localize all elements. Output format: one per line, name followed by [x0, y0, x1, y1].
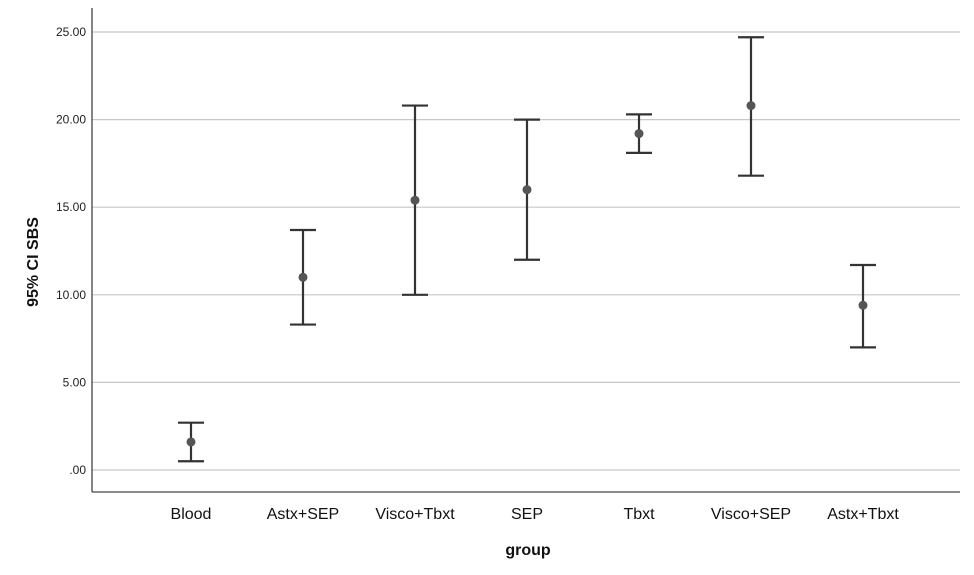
mean-point-3	[522, 185, 532, 195]
error-bar-3	[514, 118, 540, 261]
y-tick-label-3: 15.00	[56, 200, 86, 214]
x-category-labels: Blood Astx+SEP Visco+Tbxt SEP Tbxt Visco+SEP A…	[171, 506, 900, 523]
x-category-label-2: Visco+Tbxt	[375, 506, 455, 523]
x-category-label-3: SEP	[511, 506, 543, 523]
x-category-label-1: Astx+SEP	[267, 506, 339, 523]
x-category-label-5: Visco+SEP	[711, 506, 791, 523]
x-category-label-4: Tbxt	[623, 506, 655, 523]
y-tick-label-5: 25.00	[56, 25, 86, 39]
error-bars	[178, 36, 876, 463]
error-bar-0	[178, 421, 204, 463]
x-category-label-6: Astx+Tbxt	[827, 506, 899, 523]
y-tick-label-0: .00	[69, 463, 86, 477]
y-tick-label-2: 10.00	[56, 288, 86, 302]
x-axis-title: group	[505, 542, 551, 559]
error-bar-4	[626, 113, 652, 154]
mean-point-4	[634, 129, 644, 139]
error-bar-2	[402, 104, 428, 296]
error-bar-5	[738, 36, 764, 177]
mean-point-6	[858, 300, 868, 310]
axes	[91, 8, 960, 493]
x-category-label-0: Blood	[171, 506, 212, 523]
mean-point-1	[298, 272, 308, 282]
y-tick-label-1: 5.00	[63, 375, 87, 389]
mean-point-5	[746, 101, 756, 111]
mean-point-2	[410, 195, 420, 205]
y-tick-labels: .00 5.00 10.00 15.00 20.00 25.00	[56, 25, 86, 477]
error-bar-1	[290, 228, 316, 326]
y-axis-title: 95% CI SBS	[25, 217, 42, 307]
y-tick-label-4: 20.00	[56, 113, 86, 127]
error-bar-6	[850, 263, 876, 349]
mean-point-0	[186, 437, 196, 447]
